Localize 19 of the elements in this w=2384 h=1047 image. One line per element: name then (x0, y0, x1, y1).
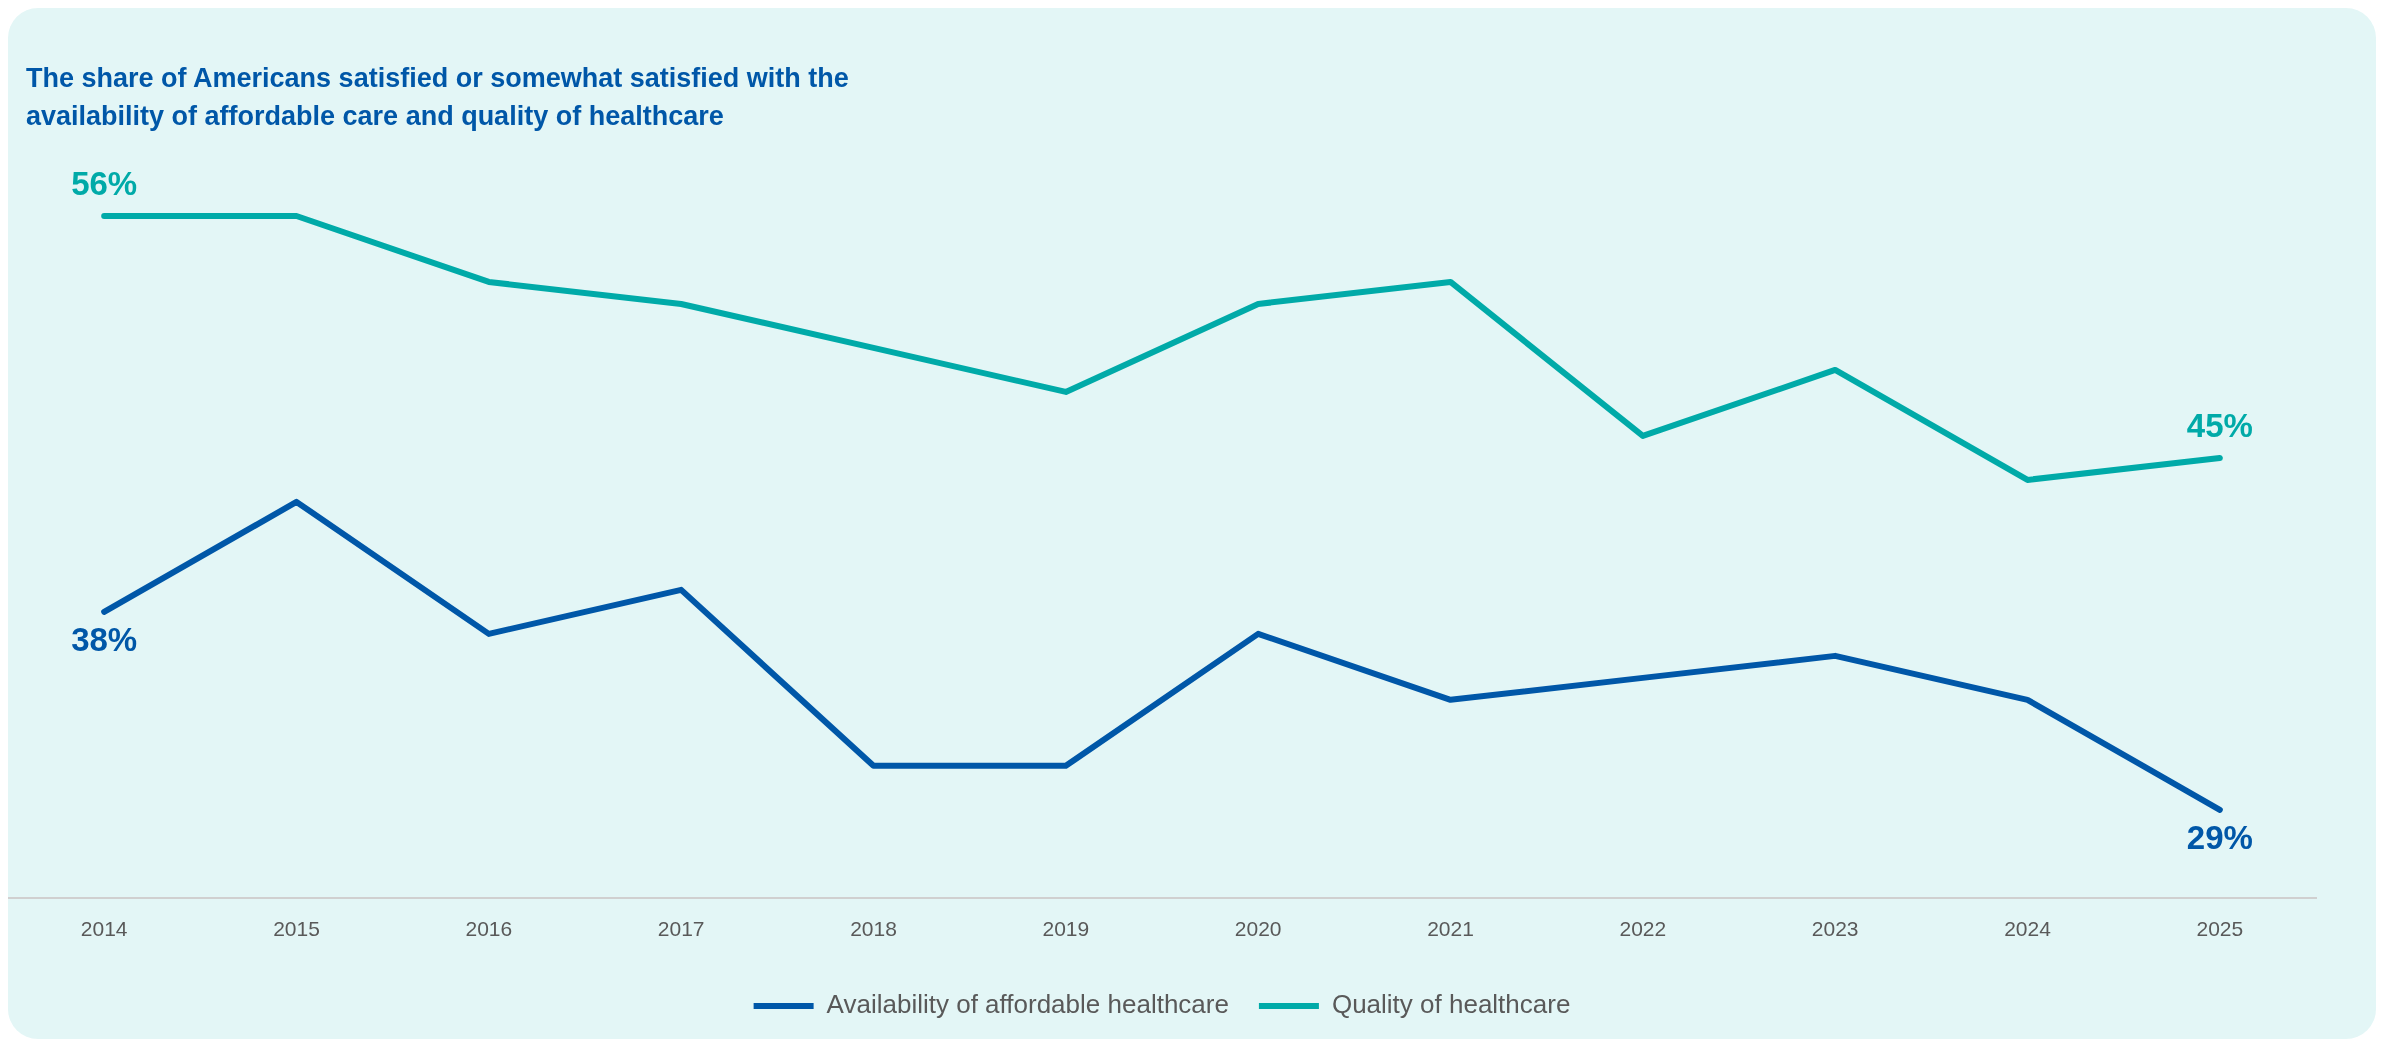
data-label: 45% (2186, 406, 2253, 444)
chart-title: The share of Americans satisfied or somewhat satisfied with the availability of affordable care and quality of healthcare (26, 62, 850, 133)
x-tick-label: 2015 (273, 917, 320, 941)
x-tick-label: 2016 (465, 917, 513, 941)
x-tick-label: 2023 (1811, 917, 1859, 941)
x-tick-label: 2014 (80, 917, 128, 941)
data-label: 38% (71, 621, 138, 659)
legend-label: Availability of affordable healthcare (826, 989, 1229, 1020)
data-label: 56% (71, 164, 138, 202)
x-tick-label: 2025 (2196, 917, 2244, 941)
x-tick-label: 2020 (1234, 917, 1282, 941)
x-tick-label: 2024 (2004, 917, 2052, 941)
x-tick-label: 2018 (850, 917, 897, 941)
x-tick-label: 2017 (657, 917, 705, 941)
x-tick-label: 2019 (1042, 917, 1090, 941)
x-tick-label: 2022 (1619, 917, 1667, 941)
x-tick-label: 2021 (1427, 917, 1474, 941)
legend-label: Quality of healthcare (1331, 989, 1571, 1020)
data-label: 29% (2186, 819, 2253, 857)
